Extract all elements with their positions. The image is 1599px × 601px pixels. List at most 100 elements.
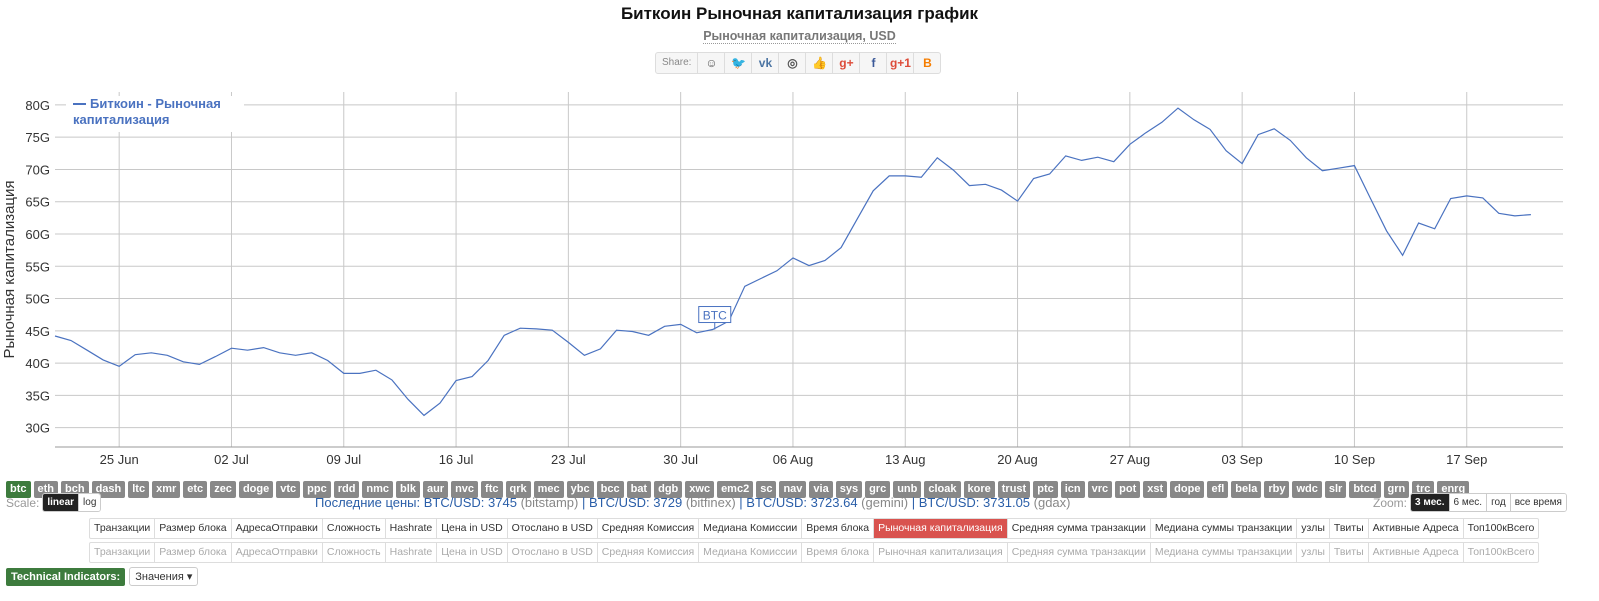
coin-cloak[interactable]: cloak (924, 481, 961, 498)
tab-metric-11[interactable]: Средняя сумма транзакции (1008, 519, 1151, 538)
coin-xwc[interactable]: xwc (685, 481, 715, 498)
coin-etc[interactable]: etc (183, 481, 208, 498)
twitter-icon[interactable]: 🐦 (725, 53, 753, 73)
coin-btc[interactable]: btc (6, 481, 31, 498)
coin-sc[interactable]: sc (756, 481, 777, 498)
tab-metric-16[interactable]: Топ100кВсего (1467, 522, 1535, 534)
zoom-option-2[interactable]: год (1487, 494, 1511, 511)
scale-log[interactable]: log (79, 494, 101, 511)
coin-trust[interactable]: trust (997, 481, 1031, 498)
tab-metric-13[interactable]: узлы (1297, 519, 1330, 538)
coin-bat[interactable]: bat (626, 481, 652, 498)
coin-xmr[interactable]: xmr (152, 481, 181, 498)
tab-metric-1[interactable]: Размер блока (155, 519, 232, 538)
coin-vrc[interactable]: vrc (1087, 481, 1113, 498)
coin-bcc[interactable]: bcc (596, 481, 624, 498)
coin-unb[interactable]: unb (893, 481, 922, 498)
indicator-dropdown[interactable]: Значения ▾ (129, 567, 199, 586)
coin-grn[interactable]: grn (1383, 481, 1410, 498)
scale-linear[interactable]: linear (43, 494, 80, 511)
tab-secondary-1[interactable]: Размер блока (155, 543, 232, 562)
subtitle-link[interactable]: Рыночная капитализация, USD (703, 29, 896, 44)
tab-secondary-6[interactable]: Отослано в USD (508, 543, 598, 562)
coin-ppc[interactable]: ppc (303, 481, 331, 498)
zoom-option-1[interactable]: 6 мес. (1449, 494, 1488, 511)
coin-dope[interactable]: dope (1170, 481, 1205, 498)
gplusone-icon[interactable]: g+1 (887, 53, 915, 73)
coin-emc2[interactable]: emc2 (717, 481, 754, 498)
tab-metric-10[interactable]: Рыночная капитализация (874, 519, 1008, 538)
coin-vtc[interactable]: vtc (276, 481, 301, 498)
tab-secondary-0[interactable]: Транзакции (90, 543, 156, 562)
tab-secondary-15[interactable]: Активные Адреса (1369, 543, 1464, 562)
coin-btcd[interactable]: btcd (1349, 481, 1381, 498)
coin-ptc[interactable]: ptc (1033, 481, 1058, 498)
tab-secondary-16[interactable]: Топ100кВсего (1467, 546, 1535, 558)
coin-rby[interactable]: rby (1264, 481, 1290, 498)
tab-secondary-2[interactable]: АдресаОтправки (232, 543, 323, 562)
coin-blk[interactable]: blk (396, 481, 420, 498)
tab-secondary-7[interactable]: Средняя Комиссия (598, 543, 700, 562)
weibo-icon[interactable]: ◎ (779, 53, 807, 73)
tab-metric-8[interactable]: Медиана Комиссии (699, 519, 803, 538)
coin-efl[interactable]: efl (1207, 481, 1229, 498)
tab-metric-12[interactable]: Медиана суммы транзакции (1151, 519, 1298, 538)
y-tick-label: 80G (25, 98, 50, 113)
x-tick-label: 09 Jul (326, 452, 361, 467)
tab-secondary-3[interactable]: Сложность (323, 543, 386, 562)
tab-metric-15[interactable]: Активные Адреса (1369, 519, 1464, 538)
tab-secondary-11[interactable]: Средняя сумма транзакции (1008, 543, 1151, 562)
tab-metric-9[interactable]: Время блока (802, 519, 875, 538)
chart-subtitle[interactable]: Рыночная капитализация, USD (0, 29, 1599, 44)
coin-wdc[interactable]: wdc (1292, 481, 1322, 498)
tab-metric-3[interactable]: Сложность (323, 519, 386, 538)
vk-icon[interactable]: vk (752, 53, 780, 73)
price-pair: BTC/USD: 3745 (423, 495, 521, 510)
tab-metric-5[interactable]: Цена in USD (437, 519, 508, 538)
coin-ltc[interactable]: ltc (128, 481, 150, 498)
coin-via[interactable]: via (809, 481, 833, 498)
coin-nvc[interactable]: nvc (451, 481, 479, 498)
tab-metric-4[interactable]: Hashrate (386, 519, 438, 538)
tab-secondary-8[interactable]: Медиана Комиссии (699, 543, 803, 562)
coin-zec[interactable]: zec (210, 481, 236, 498)
tab-metric-2[interactable]: АдресаОтправки (232, 519, 323, 538)
tab-secondary-12[interactable]: Медиана суммы транзакции (1151, 543, 1298, 562)
coin-ybc[interactable]: ybc (566, 481, 594, 498)
zoom-option-3[interactable]: все время (1510, 494, 1566, 511)
coin-bela[interactable]: bela (1231, 481, 1262, 498)
tab-secondary-5[interactable]: Цена in USD (437, 543, 508, 562)
tab-secondary-4[interactable]: Hashrate (386, 543, 438, 562)
coin-icn[interactable]: icn (1060, 481, 1085, 498)
tab-secondary-9[interactable]: Время блока (802, 543, 875, 562)
y-tick-label: 35G (25, 388, 50, 403)
coin-sys[interactable]: sys (835, 481, 863, 498)
coin-dgb[interactable]: dgb (654, 481, 683, 498)
tab-metric-0[interactable]: Транзакции (90, 519, 156, 538)
coin-nav[interactable]: nav (779, 481, 807, 498)
tab-secondary-14[interactable]: Твиты (1330, 543, 1369, 562)
zoom-option-0[interactable]: 3 мес. (1411, 494, 1450, 511)
tab-secondary-13[interactable]: узлы (1297, 543, 1330, 562)
coin-slr[interactable]: slr (1324, 481, 1347, 498)
gplus-icon[interactable]: g+ (833, 53, 861, 73)
tab-metric-14[interactable]: Твиты (1330, 519, 1369, 538)
coin-rdd[interactable]: rdd (333, 481, 360, 498)
like-icon[interactable]: 👍 (806, 53, 834, 73)
reddit-icon[interactable]: ☺ (698, 53, 726, 73)
coin-qrk[interactable]: qrk (505, 481, 531, 498)
tab-metric-6[interactable]: Отослано в USD (508, 519, 598, 538)
coin-doge[interactable]: doge (238, 481, 274, 498)
coin-aur[interactable]: aur (422, 481, 449, 498)
blogger-icon[interactable]: B (923, 56, 932, 70)
coin-nmc[interactable]: nmc (362, 481, 394, 498)
coin-mec[interactable]: mec (533, 481, 564, 498)
tab-secondary-10[interactable]: Рыночная капитализация (874, 543, 1008, 562)
facebook-icon[interactable]: f (860, 53, 888, 73)
coin-ftc[interactable]: ftc (481, 481, 503, 498)
coin-grc[interactable]: grc (865, 481, 891, 498)
coin-xst[interactable]: xst (1143, 481, 1168, 498)
coin-pot[interactable]: pot (1115, 481, 1141, 498)
coin-kore[interactable]: kore (963, 481, 995, 498)
tab-metric-7[interactable]: Средняя Комиссия (598, 519, 700, 538)
